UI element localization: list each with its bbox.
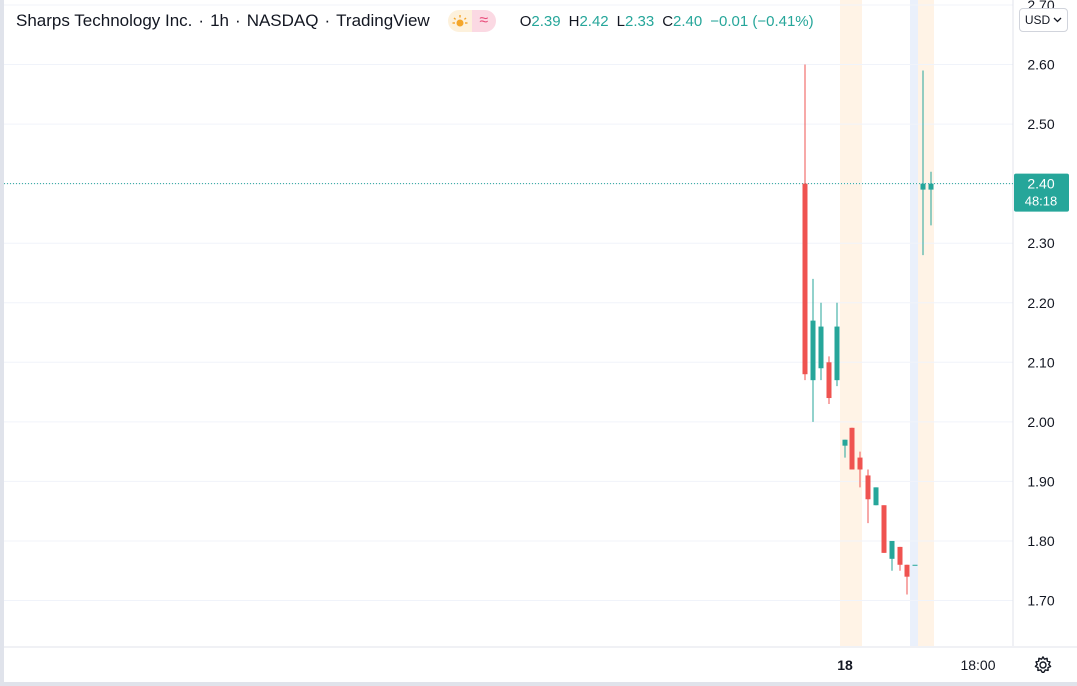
postmarket-band	[910, 0, 918, 646]
candle	[904, 564, 910, 595]
separator-dot: ·	[324, 11, 331, 30]
price-tick-label: 1.70	[1027, 593, 1054, 609]
candle-body	[802, 183, 808, 375]
candle	[873, 487, 879, 506]
source-label: TradingView	[336, 11, 430, 30]
ohlc-values: O2.39 H2.42 L2.33 C2.40 −0.01 (−0.41%)	[520, 13, 814, 30]
approx-icon[interactable]: ≈	[471, 10, 496, 32]
candle-body	[889, 540, 895, 559]
price-tick-label: 1.80	[1027, 533, 1054, 549]
candle	[881, 505, 887, 553]
currency-button[interactable]: USD	[1019, 8, 1068, 32]
low-value: 2.33	[624, 12, 655, 30]
open-label: O	[519, 12, 532, 30]
time-axis-labels: 18 18:00	[837, 657, 996, 673]
candle-body	[810, 320, 816, 381]
candles	[802, 64, 934, 595]
candle-body	[897, 546, 903, 565]
gear-icon[interactable]	[1030, 652, 1056, 678]
sun-icon[interactable]	[447, 10, 472, 32]
separator-dot: ·	[235, 11, 241, 30]
session-indicator[interactable]: ≈	[447, 10, 496, 32]
candle-body	[865, 475, 871, 500]
change-value: −0.01 (−0.41%)	[710, 12, 814, 30]
candle-body	[818, 326, 824, 369]
candle-body	[873, 487, 879, 506]
candle-body	[842, 439, 848, 446]
candle-body	[849, 427, 855, 470]
candle	[818, 302, 824, 381]
last-price-label: 2.40	[1027, 176, 1054, 192]
close-value: 2.40	[673, 12, 703, 30]
candle	[928, 171, 934, 226]
candle	[826, 356, 832, 404]
low-label: L	[616, 12, 625, 30]
candle	[802, 64, 808, 381]
price-tick-label: 2.10	[1027, 354, 1054, 370]
chart-legend: Sharps Technology Inc. · 1h · NASDAQ · T…	[16, 9, 814, 33]
price-axis-labels: 1.70 1.80 1.90 2.00 2.10 2.20 2.30 2.40 2.50 2.60…	[1027, 0, 1054, 609]
candle	[857, 451, 863, 488]
session-highlights	[840, 0, 934, 646]
exchange-label: NASDAQ	[246, 11, 319, 30]
price-tick-label: 2.60	[1027, 57, 1054, 73]
price-badge-bg	[1014, 173, 1069, 212]
price-tick-label: 2.50	[1027, 116, 1054, 132]
last-price-badge: 2.40 48:18	[1014, 173, 1069, 212]
currency-label: USD	[1024, 13, 1051, 27]
candle	[849, 427, 855, 470]
bar-countdown-label: 48:18	[1025, 194, 1058, 209]
candle	[897, 546, 903, 571]
candle	[834, 302, 840, 387]
candle-body	[920, 183, 926, 190]
time-tick-label: 18	[837, 657, 853, 673]
candle	[889, 540, 895, 571]
candle-body	[881, 505, 887, 553]
candle-body	[904, 564, 910, 577]
premarket-band	[918, 0, 934, 646]
close-label: C	[662, 12, 674, 30]
candle	[920, 70, 926, 256]
time-tick-label: 18:00	[960, 657, 995, 673]
premarket-band	[840, 0, 862, 646]
price-tick-label: 2.20	[1027, 295, 1054, 311]
chevron-down-icon	[1053, 17, 1062, 23]
interval-label[interactable]: 1h	[210, 11, 230, 30]
candle-body	[928, 183, 934, 190]
high-label: H	[568, 12, 580, 30]
price-tick-label: 2.00	[1027, 414, 1054, 430]
candle	[842, 439, 848, 458]
candle-body	[834, 326, 840, 381]
candle-body	[912, 564, 918, 566]
price-tick-label: 2.30	[1027, 235, 1054, 251]
candle-body	[826, 362, 832, 399]
open-value: 2.39	[531, 12, 561, 30]
candle	[810, 278, 816, 422]
candle	[912, 564, 918, 566]
high-value: 2.42	[579, 12, 609, 30]
candle	[865, 469, 871, 524]
candle-body	[857, 457, 863, 470]
separator-dot: ·	[198, 11, 205, 30]
price-tick-label: 1.90	[1027, 473, 1054, 489]
symbol-name[interactable]: Sharps Technology Inc.	[16, 11, 193, 30]
